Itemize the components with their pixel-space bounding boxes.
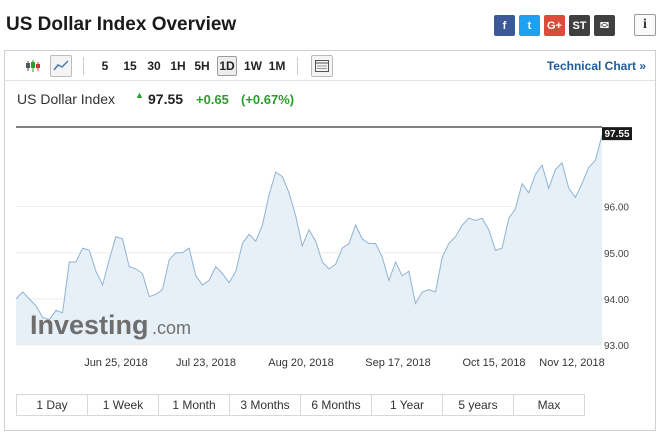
price-line xyxy=(15,134,603,321)
y-tick-label: 95.00 xyxy=(604,249,629,260)
interval-30-button[interactable]: 30 xyxy=(147,59,161,73)
page-title: US Dollar Index Overview xyxy=(6,14,237,35)
up-arrow-icon: ▲ xyxy=(135,90,144,100)
interval-1m-button[interactable]: 1M xyxy=(268,59,286,73)
range-5-years-button[interactable]: 5 years xyxy=(443,395,514,415)
area-chart-icon[interactable] xyxy=(50,55,72,77)
svg-text:Investing: Investing xyxy=(30,310,149,340)
y-tick-label: 96.00 xyxy=(604,203,629,214)
interval-1h-button[interactable]: 1H xyxy=(170,59,186,73)
chart-layout-icon[interactable] xyxy=(311,55,333,77)
chart-toolbar: 5 15 30 1H 5H 1D 1W 1M Technical Chart » xyxy=(5,51,655,81)
instrument-name: US Dollar Index xyxy=(17,91,116,107)
interval-15-button[interactable]: 15 xyxy=(123,59,137,73)
google-plus-icon[interactable]: G+ xyxy=(544,15,565,36)
price-change-percent: (+0.67%) xyxy=(241,92,295,107)
range-1-day-button[interactable]: 1 Day xyxy=(17,395,88,415)
facebook-icon[interactable]: f xyxy=(494,15,515,36)
x-tick-label: Jul 23, 2018 xyxy=(176,357,236,369)
range-1-month-button[interactable]: 1 Month xyxy=(159,395,230,415)
instrument-price: 97.55 xyxy=(148,91,184,107)
share-bar: f t G+ ST ✉ xyxy=(494,15,615,36)
toolbar-divider xyxy=(83,57,84,75)
y-tick-label: 94.00 xyxy=(604,295,629,306)
chart-panel: 5 15 30 1H 5H 1D 1W 1M Technical Chart » US Dol… xyxy=(4,50,656,431)
y-tick-label: 93.00 xyxy=(604,341,629,352)
stocktwits-icon[interactable]: ST xyxy=(569,15,590,36)
price-chart[interactable]: Investing .com 93.00 94.00 95.00 96.00 97.55… xyxy=(5,51,655,391)
range-1-week-button[interactable]: 1 Week xyxy=(88,395,159,415)
interval-5h-button[interactable]: 5H xyxy=(194,59,210,73)
candlestick-icon[interactable] xyxy=(22,55,44,77)
toolbar-divider xyxy=(297,57,298,75)
x-tick-label: Nov 12, 2018 xyxy=(539,357,604,369)
interval-1d-button[interactable]: 1D xyxy=(217,56,237,76)
range-3-months-button[interactable]: 3 Months xyxy=(230,395,301,415)
interval-5-button[interactable]: 5 xyxy=(101,59,109,73)
investing-logo: Investing .com xyxy=(30,310,191,340)
x-tick-label: Jun 25, 2018 xyxy=(84,357,148,369)
email-icon[interactable]: ✉ xyxy=(594,15,615,36)
last-price-badge xyxy=(602,127,632,141)
range-1-year-button[interactable]: 1 Year xyxy=(372,395,443,415)
x-tick-label: Oct 15, 2018 xyxy=(463,357,526,369)
svg-text:.com: .com xyxy=(152,318,191,338)
range-max-button[interactable]: Max xyxy=(537,398,561,412)
info-icon[interactable]: i xyxy=(634,14,656,36)
price-change: +0.65 xyxy=(196,92,229,107)
last-price-label: 97.55 xyxy=(604,129,629,140)
range-6-months-button[interactable]: 6 Months xyxy=(301,395,372,415)
twitter-icon[interactable]: t xyxy=(519,15,540,36)
range-selector: 1 Day 1 Week 1 Month 3 Months 6 Months 1 Year… xyxy=(16,394,585,416)
technical-chart-link[interactable]: Technical Chart » xyxy=(546,59,646,73)
interval-1w-button[interactable]: 1W xyxy=(244,59,262,73)
x-tick-label: Aug 20, 2018 xyxy=(268,357,333,369)
x-tick-label: Sep 17, 2018 xyxy=(365,357,430,369)
price-area xyxy=(16,135,602,345)
